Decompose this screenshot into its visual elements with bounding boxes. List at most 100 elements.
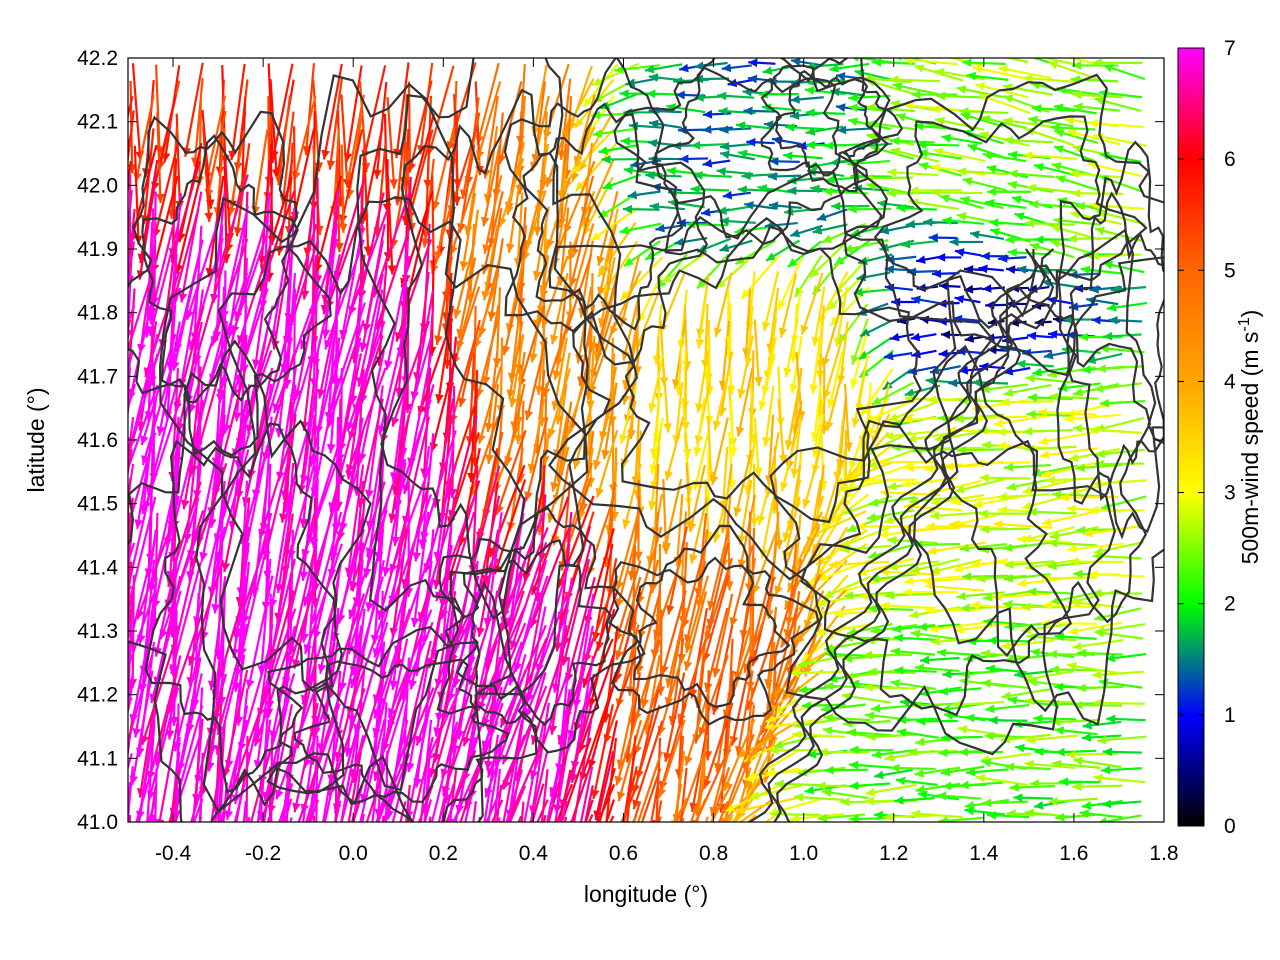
wind-vector — [1099, 398, 1146, 408]
wind-vector — [941, 133, 983, 145]
wind-vector — [993, 414, 1051, 428]
wind-vector — [536, 799, 549, 822]
wind-vector — [883, 812, 936, 822]
wind-vector — [975, 774, 1028, 786]
wind-vector — [1102, 64, 1146, 81]
colorbar-tick-label: 3 — [1224, 482, 1236, 505]
wind-vector — [824, 681, 871, 691]
wind-vector — [931, 188, 983, 197]
wind-vector — [1025, 219, 1075, 228]
wind-vector — [547, 368, 572, 439]
wind-vector — [695, 350, 710, 413]
wind-vector — [939, 194, 984, 210]
wind-vector — [737, 185, 775, 195]
wind-vector — [762, 385, 775, 447]
wind-vector — [822, 726, 870, 738]
wind-vector — [869, 573, 918, 583]
wind-vector — [498, 157, 525, 228]
wind-vector — [383, 753, 411, 822]
wind-vector — [174, 175, 202, 274]
wind-vector — [1059, 493, 1119, 503]
wind-vector — [622, 749, 637, 822]
wind-vector — [890, 679, 936, 690]
wind-vector — [1029, 779, 1078, 788]
wind-vector — [949, 237, 984, 247]
wind-vector — [934, 67, 985, 81]
wind-vector — [761, 271, 780, 332]
wind-vector — [530, 496, 570, 596]
wind-vector — [934, 116, 985, 131]
wind-vector — [1051, 759, 1101, 769]
wind-vector — [605, 799, 615, 822]
wind-vector — [128, 592, 156, 671]
wind-vector — [482, 175, 503, 254]
wind-vector — [598, 143, 640, 155]
wind-vector — [702, 159, 731, 168]
wind-vector — [954, 248, 982, 257]
wind-vector — [717, 91, 755, 101]
wind-vector — [1072, 639, 1124, 651]
wind-vector — [735, 367, 754, 437]
wind-vector — [1055, 747, 1096, 757]
terrain-contour — [776, 248, 1055, 822]
wind-vector — [840, 526, 892, 548]
wind-vector — [982, 151, 1027, 163]
wind-vector — [718, 801, 729, 822]
wind-vector — [721, 63, 752, 73]
wind-vector — [1029, 199, 1075, 209]
wind-vector — [824, 765, 869, 775]
wind-vector — [1059, 777, 1101, 787]
wind-vector — [894, 666, 937, 675]
wind-vector — [866, 732, 916, 742]
wind-vector — [1041, 509, 1099, 527]
wind-vector — [956, 445, 1005, 455]
wind-vector — [929, 621, 986, 634]
wind-vector — [919, 655, 960, 665]
wind-vector — [748, 58, 776, 68]
wind-vector — [1092, 588, 1143, 598]
y-tick-label: 42.0 — [77, 174, 118, 197]
wind-vector — [1027, 393, 1073, 402]
wind-vector — [1054, 129, 1099, 144]
wind-vector — [1051, 717, 1101, 727]
wind-vector — [790, 414, 803, 478]
wind-vector — [505, 769, 524, 822]
wind-vector — [495, 784, 503, 822]
wind-vector — [233, 782, 246, 822]
wind-vector — [963, 284, 983, 294]
wind-vector — [779, 431, 799, 492]
wind-vector — [619, 256, 664, 301]
wind-vector — [555, 783, 573, 822]
wind-vector — [546, 177, 571, 250]
wind-vector — [459, 192, 477, 271]
wind-vector — [1049, 665, 1098, 674]
x-tick-label: -0.2 — [245, 842, 281, 865]
wind-vector — [620, 784, 639, 822]
x-axis-ticks: -0.4 -0.2 0.0 0.2 0.4 0.6 0.8 1.0 1.2 1.4 1.6 1.8 — [155, 58, 1179, 865]
wind-vector — [128, 160, 132, 198]
wind-vector — [391, 320, 430, 427]
wind-vector — [660, 590, 687, 676]
wind-vector — [491, 799, 504, 822]
wind-vector — [981, 679, 1029, 690]
wind-vector — [888, 560, 940, 571]
wind-vector — [415, 637, 455, 746]
wind-vector — [890, 763, 936, 773]
wind-vector — [956, 85, 1004, 99]
wind-vector — [338, 144, 348, 233]
wind-vector — [814, 623, 870, 637]
wind-vector — [485, 734, 526, 822]
wind-vector — [749, 784, 802, 800]
terrain-contour — [769, 344, 1116, 756]
wind-vector — [1055, 175, 1100, 192]
wind-vector — [817, 813, 866, 822]
wind-vector — [771, 136, 802, 146]
wind-vector — [1094, 628, 1144, 640]
wind-vector — [623, 166, 663, 176]
wind-vector — [1033, 162, 1076, 177]
wind-vector — [359, 240, 385, 353]
wind-vector — [395, 239, 432, 343]
y-tick-label: 41.9 — [77, 238, 118, 261]
wind-vector — [545, 112, 573, 188]
